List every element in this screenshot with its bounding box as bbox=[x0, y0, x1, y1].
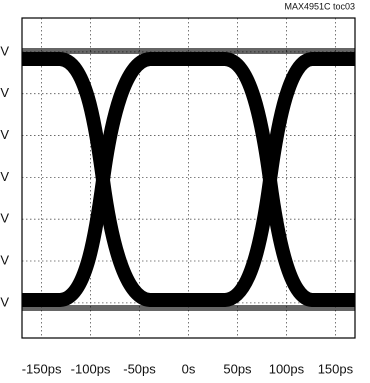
chart-note: MAX4951C toc03 bbox=[284, 1, 355, 11]
y-tick-label: V bbox=[0, 252, 9, 267]
x-tick-label: 0s bbox=[182, 361, 196, 376]
eye-trace bbox=[22, 52, 355, 307]
x-tick-label: -150ps bbox=[22, 361, 62, 376]
eye-trace bbox=[22, 52, 355, 307]
y-tick-label: V bbox=[0, 43, 9, 58]
x-tick-label: -50ps bbox=[123, 361, 156, 376]
x-tick-label: 50ps bbox=[223, 361, 252, 376]
y-tick-label: V bbox=[0, 85, 9, 100]
eye-traces bbox=[22, 48, 355, 311]
x-tick-label: -100ps bbox=[71, 361, 111, 376]
y-tick-label: V bbox=[0, 294, 9, 309]
eye-trace bbox=[22, 48, 355, 311]
plot-area bbox=[22, 18, 355, 338]
y-tick-label: V bbox=[0, 127, 9, 142]
y-tick-label: V bbox=[0, 169, 9, 184]
y-tick-label: V bbox=[0, 211, 9, 226]
plot-border bbox=[21, 17, 356, 339]
x-tick-label: 100ps bbox=[269, 361, 305, 376]
x-tick-label: 150ps bbox=[318, 361, 354, 376]
